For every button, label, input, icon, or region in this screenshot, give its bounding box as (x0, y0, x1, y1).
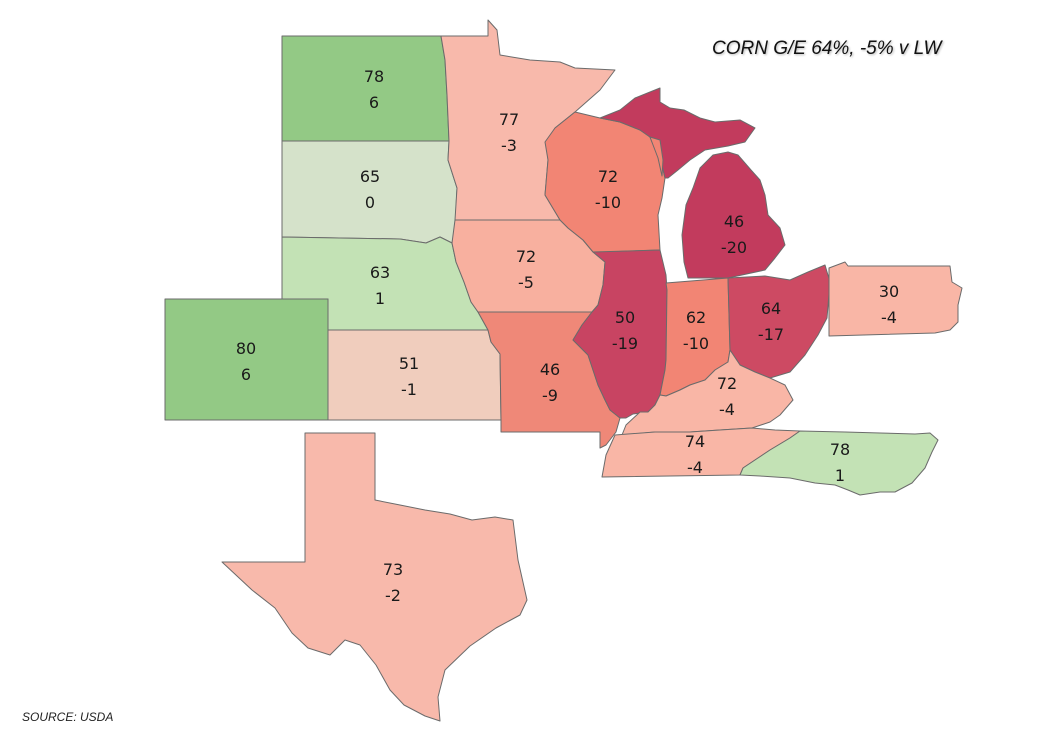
label-tx-ge: 73 (383, 560, 403, 579)
label-ky-ge: 72 (717, 374, 737, 393)
label-mi-change: -20 (721, 238, 747, 257)
label-mn-ge: 77 (499, 110, 519, 129)
label-ne-change: 1 (375, 289, 385, 308)
state-michigan (681, 151, 786, 279)
state-labels: 78 6 65 0 63 1 80 6 51 -1 73 -2 77 -3 72… (236, 67, 899, 605)
label-ky-change: -4 (719, 400, 735, 419)
state-kansas (327, 329, 502, 421)
label-co-ge: 80 (236, 339, 256, 358)
label-co-change: 6 (241, 365, 251, 384)
label-ks-ge: 51 (399, 354, 419, 373)
label-ks-change: -1 (401, 380, 417, 399)
state-north-carolina (739, 430, 939, 496)
label-nc-ge: 78 (830, 440, 850, 459)
label-il-change: -19 (612, 334, 638, 353)
source-note: SOURCE: USDA (22, 710, 114, 724)
label-wi-change: -10 (595, 193, 621, 212)
state-ohio (727, 264, 831, 379)
label-in-change: -10 (683, 334, 709, 353)
label-tn-change: -4 (687, 458, 703, 477)
label-pa-ge: 30 (879, 282, 899, 301)
label-mi-ge: 46 (724, 212, 744, 231)
state-pennsylvania (828, 261, 963, 337)
label-ne-ge: 63 (370, 263, 390, 282)
label-mo-change: -9 (542, 386, 558, 405)
map-title: CORN G/E 64%, -5% v LW (712, 38, 942, 59)
label-nc-change: 1 (835, 466, 845, 485)
label-in-ge: 62 (686, 308, 706, 327)
label-mn-change: -3 (501, 136, 517, 155)
label-sd-ge: 65 (360, 167, 380, 186)
label-ia-ge: 72 (516, 247, 536, 266)
wisconsin-door-peninsula (649, 136, 664, 177)
label-nd-change: 6 (369, 93, 379, 112)
label-oh-ge: 64 (761, 299, 781, 318)
label-oh-change: -17 (758, 325, 784, 344)
label-sd-change: 0 (365, 193, 375, 212)
label-pa-change: -4 (881, 308, 897, 327)
label-mo-ge: 46 (540, 360, 560, 379)
state-north-dakota (281, 35, 450, 142)
label-nd-ge: 78 (364, 67, 384, 86)
label-ia-change: -5 (518, 273, 534, 292)
label-il-ge: 50 (615, 308, 635, 327)
label-tn-ge: 74 (685, 432, 705, 451)
state-colorado (164, 298, 329, 421)
state-texas (221, 432, 528, 722)
label-tx-change: -2 (385, 586, 401, 605)
label-wi-ge: 72 (598, 167, 618, 186)
state-south-dakota (281, 140, 458, 244)
